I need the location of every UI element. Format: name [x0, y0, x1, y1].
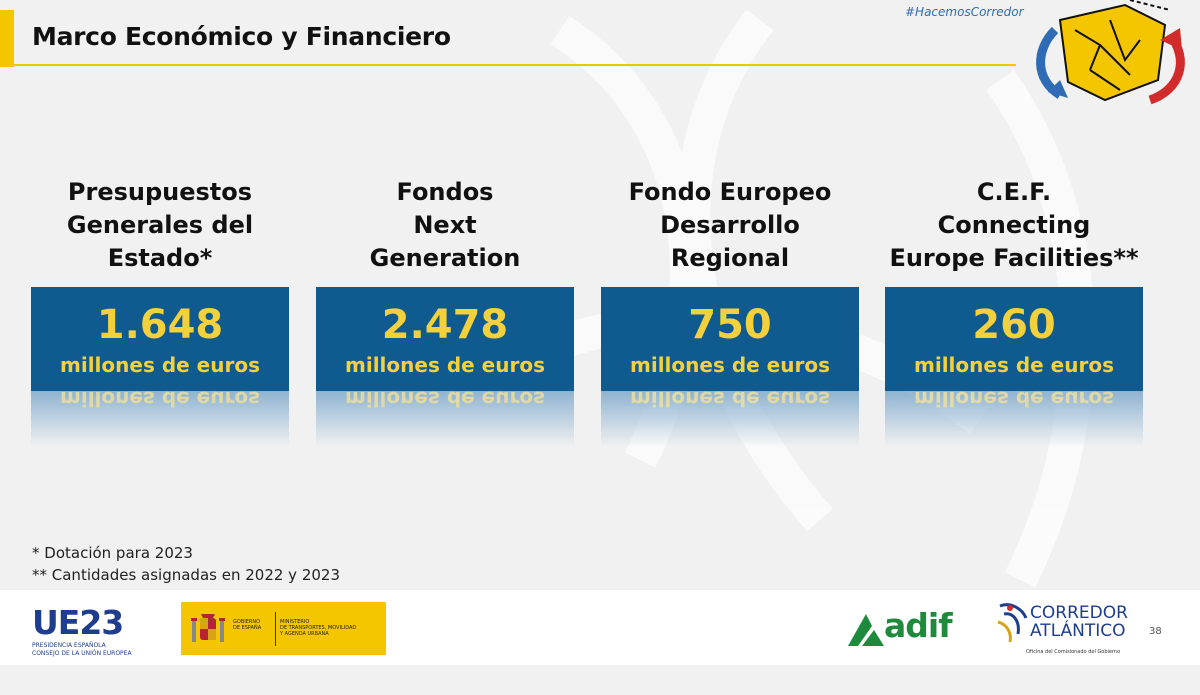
amount-value: 260	[972, 302, 1056, 348]
ministry-name: MINISTERIO DE TRANSPORTES, MOVILIDAD Y A…	[280, 619, 357, 637]
amount-value: 750	[688, 302, 772, 348]
column-heading: Fondos Next Generation	[369, 178, 521, 272]
column-heading: C.E.F. Connecting Europe Facilities**	[889, 178, 1139, 272]
amount-unit: millones de euros	[914, 353, 1114, 377]
column-next-generation: Fondos Next Generation 2.478 millones de…	[316, 176, 574, 447]
column-cef: C.E.F. Connecting Europe Facilities** 26…	[885, 176, 1143, 447]
amount-box: 750 millones de euros	[601, 287, 859, 391]
reflected-unit: millones de euros	[60, 391, 260, 411]
box-reflection: millones de euros	[601, 391, 859, 447]
column-pge: Presupuestos Generales del Estado* 1.648…	[31, 176, 289, 447]
hashtag-label: #HacemosCorredor	[905, 5, 1024, 19]
box-reflection: millones de euros	[316, 391, 574, 447]
reflected-unit: millones de euros	[345, 391, 545, 411]
page-number: 38	[1149, 626, 1162, 637]
amount-box: 260 millones de euros	[885, 287, 1143, 391]
slide-title: Marco Económico y Financiero	[32, 22, 451, 51]
gobierno-logo: GOBIERNO DE ESPAÑA MINISTERIO DE TRANSPO…	[181, 602, 386, 655]
corredor-map-arrows-icon	[1036, 0, 1185, 105]
corredor-atlantico-logo: CORREDOR ATLÁNTICO Oficina del Comisiona…	[996, 600, 1141, 658]
footnote-2: ** Cantidades asignadas en 2022 y 2023	[32, 566, 340, 584]
amount-unit: millones de euros	[630, 353, 830, 377]
reflected-unit: millones de euros	[914, 391, 1114, 411]
adif-logo-icon	[848, 614, 884, 646]
corredor-atlantico-logo-icon	[997, 603, 1028, 643]
gobierno-name: GOBIERNO DE ESPAÑA	[233, 619, 262, 631]
corredor-line1: CORREDOR	[1030, 603, 1128, 623]
adif-wordmark: adif	[884, 606, 953, 645]
corredor-subtitle: Oficina del Comisionado del Gobierno	[1026, 649, 1121, 655]
slide-header: Marco Económico y Financiero	[0, 10, 1200, 70]
ue23-subtitle: PRESIDENCIA ESPAÑOLA CONSEJO DE LA UNIÓN…	[32, 642, 132, 657]
box-reflection: millones de euros	[31, 391, 289, 447]
column-heading: Fondo Europeo Desarrollo Regional	[628, 178, 832, 272]
footnotes: * Dotación para 2023 ** Cantidades asign…	[32, 542, 340, 586]
adif-logo: adif	[846, 606, 972, 650]
amount-box: 1.648 millones de euros	[31, 287, 289, 391]
column-heading: Presupuestos Generales del Estado*	[66, 178, 254, 272]
box-reflection: millones de euros	[885, 391, 1143, 447]
reflected-unit: millones de euros	[630, 391, 830, 411]
header-underline	[14, 64, 1016, 66]
ue23-logo: UE23 PRESIDENCIA ESPAÑOLA CONSEJO DE LA …	[32, 603, 142, 658]
ue23-logo-text: UE23	[32, 603, 124, 642]
footnote-1: * Dotación para 2023	[32, 544, 193, 562]
amount-value: 1.648	[96, 302, 224, 348]
corredor-line2: ATLÁNTICO	[1030, 621, 1126, 641]
spain-coat-of-arms-icon	[191, 614, 225, 642]
amount-unit: millones de euros	[60, 353, 260, 377]
header-accent-bar	[0, 10, 14, 67]
amount-value: 2.478	[381, 302, 509, 348]
footer-logos: UE23 PRESIDENCIA ESPAÑOLA CONSEJO DE LA …	[0, 590, 1200, 665]
amount-box: 2.478 millones de euros	[316, 287, 574, 391]
column-feder: Fondo Europeo Desarrollo Regional 750 mi…	[601, 176, 859, 447]
gobierno-separator	[275, 612, 276, 646]
amount-unit: millones de euros	[345, 353, 545, 377]
